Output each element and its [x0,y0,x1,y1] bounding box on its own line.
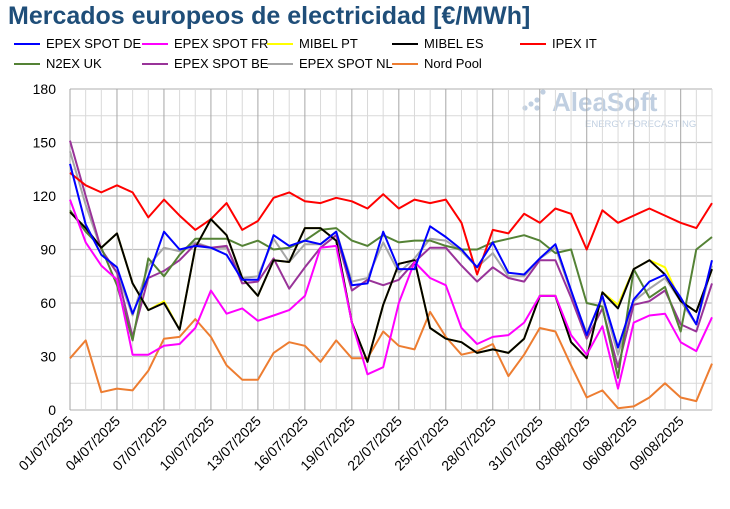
legend-label: EPEX SPOT FR [174,36,269,51]
legend-item: Nord Pool [392,56,482,71]
series-line-n2ex-uk [69,209,713,379]
y-tick-label: 30 [40,349,56,365]
legend-label: N2EX UK [46,56,102,71]
legend-item: MIBEL PT [267,36,358,51]
watermark-tagline: ENERGY FORECASTING [585,119,696,130]
legend-swatch [14,42,40,45]
y-tick-label: 150 [33,135,57,151]
legend-label: MIBEL PT [299,36,358,51]
legend-swatch [520,42,546,45]
logo-dot [534,97,540,103]
y-tick-label: 60 [40,295,56,311]
series-line-epex-spot-fr [69,199,713,390]
legend-swatch [14,62,40,65]
legend-label: IPEX IT [552,36,597,51]
legend-item: N2EX UK [14,56,102,71]
legend-item: EPEX SPOT BE [142,56,268,71]
legend-label: Nord Pool [424,56,482,71]
series-line-ipex-it [69,172,713,276]
y-tick-label: 180 [33,81,57,97]
watermark-logo: AleaSoft ENERGY FORECASTING [522,87,696,130]
y-tick-label: 0 [48,402,56,418]
logo-dot [522,105,528,111]
legend-swatch [392,62,418,65]
legend-label: EPEX SPOT BE [174,56,269,71]
logo-dot [528,101,534,107]
legend-swatch [267,62,293,65]
y-tick-label: 90 [40,242,56,258]
legend-swatch [142,62,168,65]
logo-dot [534,105,540,111]
legend-item: IPEX IT [520,36,597,51]
legend-swatch [267,42,293,45]
legend-label: MIBEL ES [424,36,484,51]
legend-label: EPEX SPOT NL [299,56,393,71]
legend-label: EPEX SPOT DE [46,36,142,51]
legend-swatch [392,42,418,45]
logo-dot [540,89,546,95]
chart-title: Mercados europeos de electricidad [€/MWh… [8,2,531,30]
series-line-epex-spot-nl [69,151,713,356]
legend-item: MIBEL ES [392,36,483,51]
legend-item: EPEX SPOT NL [267,56,393,71]
y-tick-label: 120 [33,188,57,204]
legend-item: EPEX SPOT DE [14,36,141,51]
series-line-mibel-es [69,211,713,363]
legend-item: EPEX SPOT FR [142,36,268,51]
watermark-brand: AleaSoft [552,87,658,117]
series-line-epex-spot-de [69,163,713,349]
legend-swatch [142,42,168,45]
